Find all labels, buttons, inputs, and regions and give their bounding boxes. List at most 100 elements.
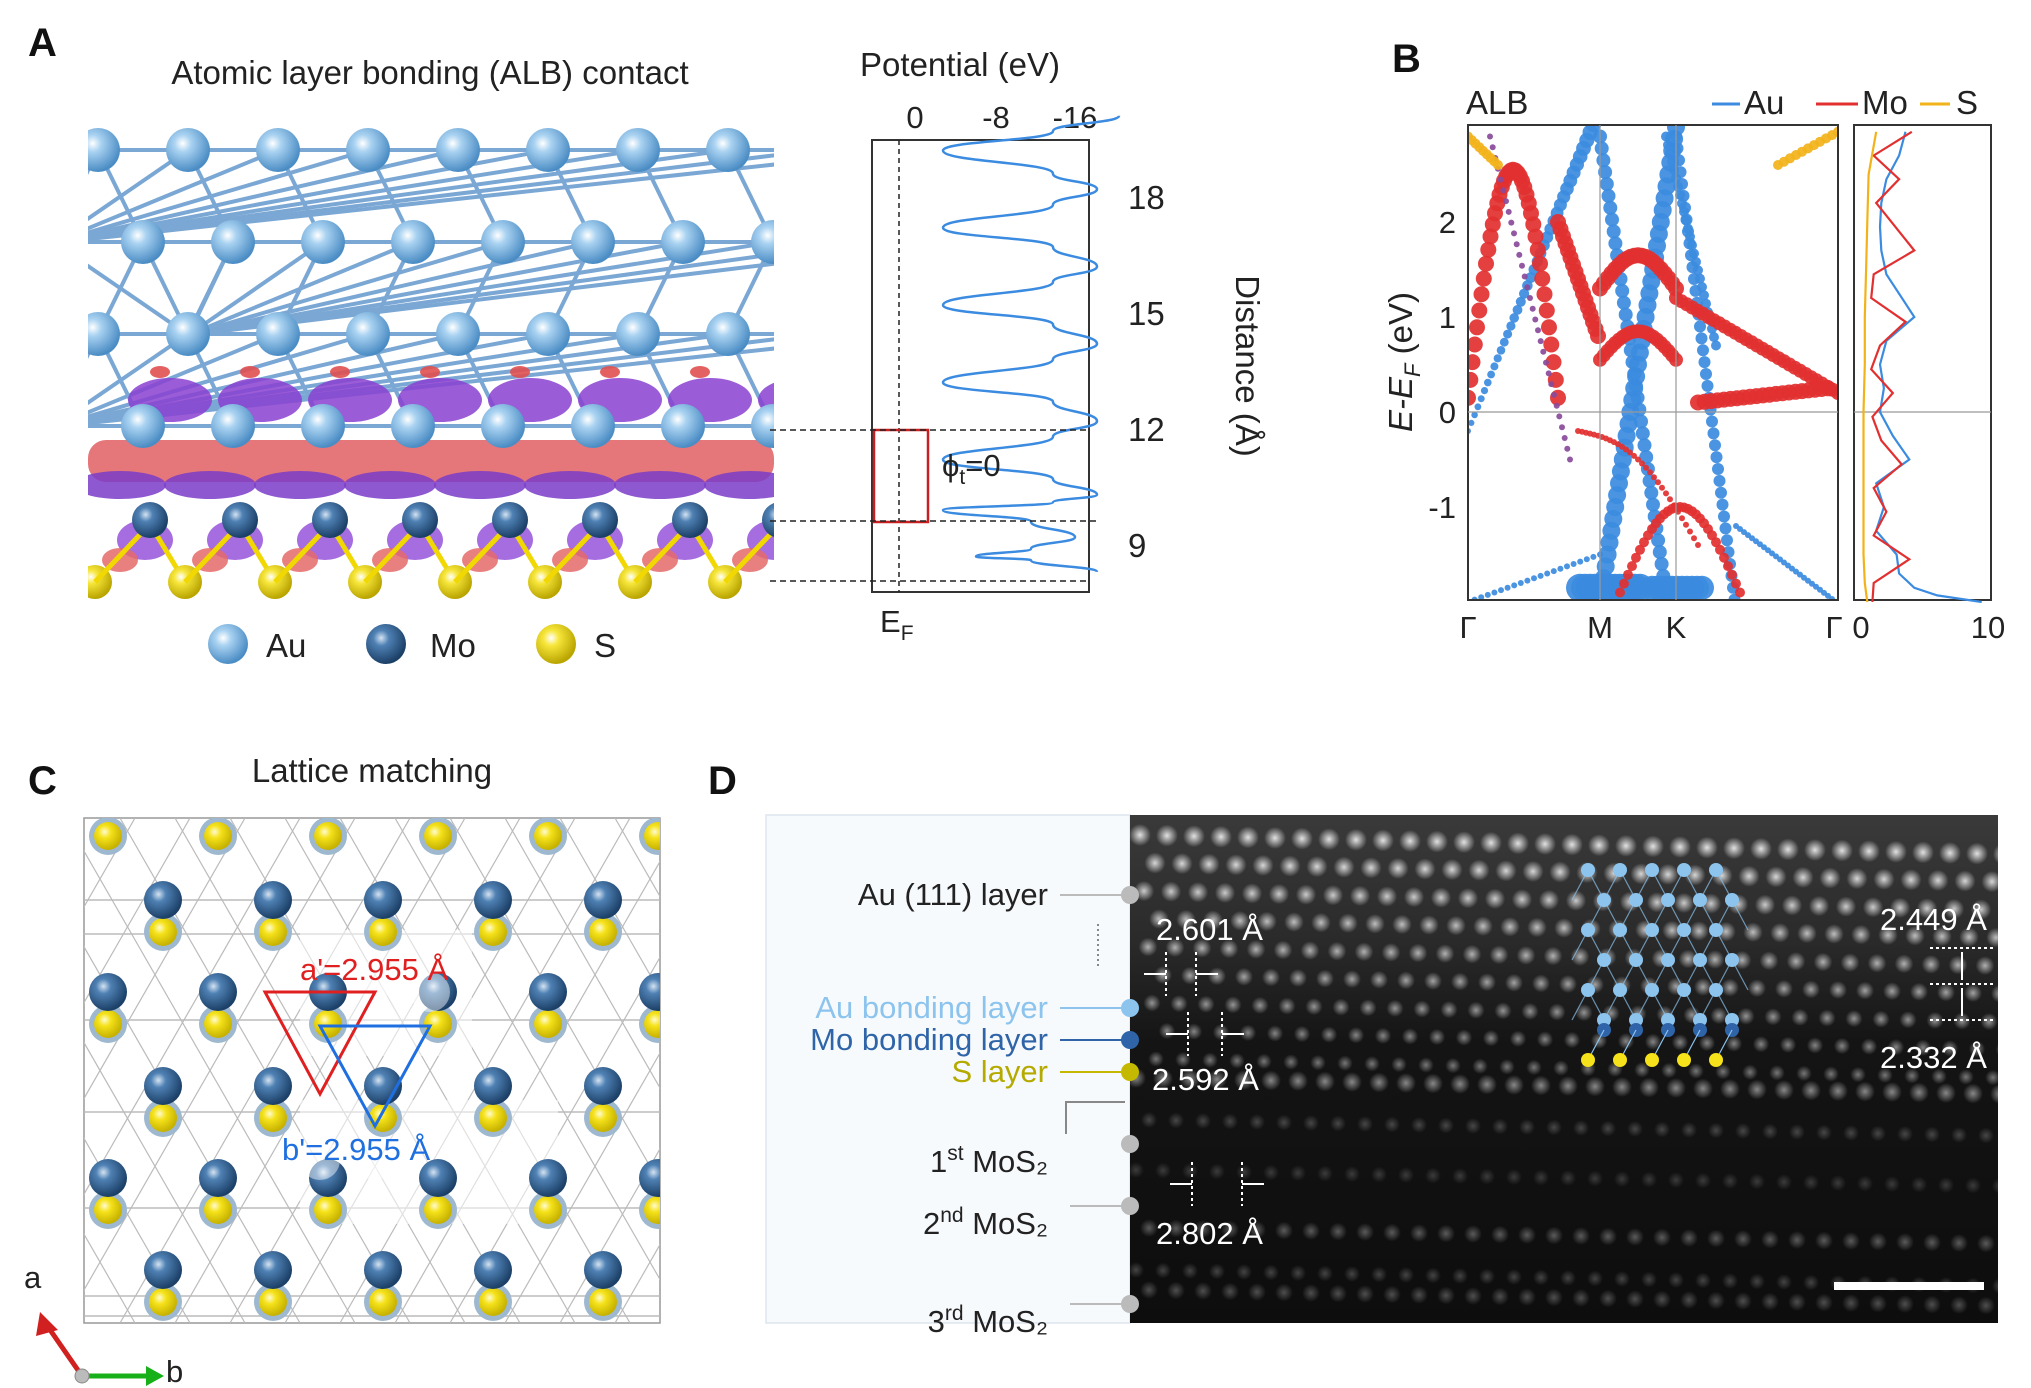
au-atom-column bbox=[1489, 945, 1509, 965]
s-atom-top bbox=[314, 1010, 342, 1038]
au-atom-column bbox=[1176, 909, 1196, 930]
mos2-atom-column bbox=[1383, 1223, 1401, 1242]
mos2-atom-column bbox=[1680, 1229, 1698, 1247]
band-marks bbox=[1468, 125, 1838, 600]
stem-structure-overlay bbox=[1571, 863, 1749, 1067]
dos-tick-0: 0 bbox=[1852, 610, 1869, 645]
inset-au-atom bbox=[1677, 863, 1691, 877]
mos2-atom-column bbox=[1842, 1294, 1860, 1312]
au-bond-diag bbox=[818, 150, 863, 242]
mos2-atom-column bbox=[1329, 1284, 1347, 1303]
inset-au-atom bbox=[1613, 863, 1627, 877]
au-atom-column bbox=[1241, 883, 1263, 904]
au-atom-column bbox=[1521, 1002, 1539, 1021]
mo-band-point bbox=[1647, 469, 1653, 476]
mo-band-point bbox=[1468, 354, 1481, 371]
measurement-2-802: 2.802 Å bbox=[1156, 1216, 1263, 1251]
mo-s-bond bbox=[5, 524, 60, 582]
legend-au-label: Au bbox=[266, 627, 306, 664]
mos2-atom-column bbox=[1155, 1262, 1171, 1279]
mos2-atom-column bbox=[1936, 1083, 1956, 1103]
au-atom-column bbox=[1824, 924, 1844, 944]
s-atom-ring bbox=[0, 1191, 17, 1229]
s-atom-top bbox=[94, 1196, 122, 1224]
mo-atom-top bbox=[419, 973, 457, 1011]
au-atom-column bbox=[1835, 896, 1857, 917]
mos2-atom-column bbox=[1884, 1176, 1900, 1192]
mos2-atom-column bbox=[1222, 1113, 1238, 1130]
au-band-point bbox=[1689, 248, 1699, 259]
au-atom-column bbox=[1187, 882, 1209, 903]
mos2-atom-column bbox=[1828, 1081, 1848, 1101]
mos2-atom-column bbox=[1290, 1265, 1306, 1281]
au-band-point bbox=[1683, 223, 1693, 234]
au-band-point bbox=[1718, 510, 1730, 523]
au-atom-column bbox=[1710, 1007, 1728, 1025]
mos2-atom-column bbox=[1707, 1291, 1725, 1310]
au-atom-column bbox=[1669, 836, 1691, 858]
mos2-atom-column bbox=[1425, 1167, 1441, 1184]
mos2-atom-column bbox=[1572, 1289, 1590, 1307]
inset-au-atom bbox=[1693, 893, 1707, 907]
au-band-point bbox=[1665, 148, 1675, 159]
mo-atom-icon bbox=[366, 624, 406, 664]
au-atom bbox=[481, 220, 525, 264]
mo-band-point bbox=[1615, 587, 1625, 598]
inset-au-atom bbox=[1597, 953, 1611, 967]
au-atom-column bbox=[1455, 1029, 1473, 1046]
au-atom-column bbox=[1927, 869, 1949, 892]
inset-au-atom bbox=[1693, 953, 1707, 967]
au-atom-column bbox=[1862, 897, 1884, 918]
au-atom-column bbox=[1921, 955, 1941, 974]
a-prime-triangle bbox=[262, 990, 378, 1098]
au-atom-column bbox=[1181, 966, 1199, 985]
au-atom-column bbox=[2018, 985, 2031, 1003]
au-band-point bbox=[1601, 188, 1616, 203]
mixed-band-point bbox=[1535, 327, 1541, 334]
au-atom-column bbox=[1246, 940, 1266, 959]
mos2-atom-column bbox=[1815, 1293, 1833, 1312]
mos2-atom-column bbox=[1560, 1270, 1576, 1286]
mos2-atom-column bbox=[1182, 1263, 1198, 1279]
au-band-point bbox=[1544, 570, 1551, 577]
potential-ytick-12: 12 bbox=[1128, 411, 1165, 448]
au-atom-column bbox=[1130, 824, 1151, 846]
mos2-atom-column bbox=[1801, 1080, 1821, 1101]
s-atom bbox=[798, 565, 832, 599]
au-band-point bbox=[1719, 522, 1732, 535]
au-band-point bbox=[1669, 164, 1679, 175]
first-mos2-bracket bbox=[1065, 1101, 1125, 1134]
au-band-point bbox=[1570, 561, 1577, 567]
b-prime-label: b'=2.955 Å bbox=[282, 1132, 430, 1167]
au-band-point bbox=[1706, 415, 1718, 428]
au-band-point bbox=[1679, 206, 1689, 217]
mos2-atom-column bbox=[1681, 1122, 1697, 1138]
mixed-band-point bbox=[1503, 198, 1509, 205]
mos2-atom-column bbox=[1573, 1120, 1589, 1136]
au-atom-column bbox=[1338, 913, 1358, 933]
mos2-atom-column bbox=[1303, 1115, 1319, 1131]
au-band-point bbox=[1618, 307, 1633, 322]
stem-measurements: 2.601 Å 2.592 Å 2.802 Å 2.449 Å 2.332 Å bbox=[1144, 902, 1996, 1290]
au-atom bbox=[706, 128, 750, 172]
au-band-point bbox=[1691, 256, 1701, 267]
s-atom-top bbox=[149, 1104, 177, 1132]
lattice-diag bbox=[174, 818, 466, 1323]
layer-marker-dot bbox=[1121, 1295, 1139, 1313]
mos2-atom-column bbox=[1896, 1295, 1914, 1313]
mos2-atom-column bbox=[1248, 1221, 1266, 1239]
charge-accumulation-band bbox=[88, 440, 774, 482]
band-ytick-0: 0 bbox=[1439, 395, 1456, 430]
s-atom-top bbox=[0, 1196, 12, 1224]
lattice-diag bbox=[504, 1051, 660, 1323]
mixed-band-point bbox=[1527, 295, 1533, 301]
mos2-atom-column bbox=[1140, 1281, 1158, 1299]
au-atom bbox=[796, 128, 840, 172]
au-atom-column bbox=[1418, 1057, 1434, 1073]
mo-atom bbox=[42, 502, 78, 538]
mo-band-point bbox=[1687, 528, 1693, 535]
mos2-atom-column bbox=[1896, 1233, 1914, 1251]
au-atom-column bbox=[1993, 844, 1998, 864]
au-atom-column bbox=[1858, 840, 1880, 863]
